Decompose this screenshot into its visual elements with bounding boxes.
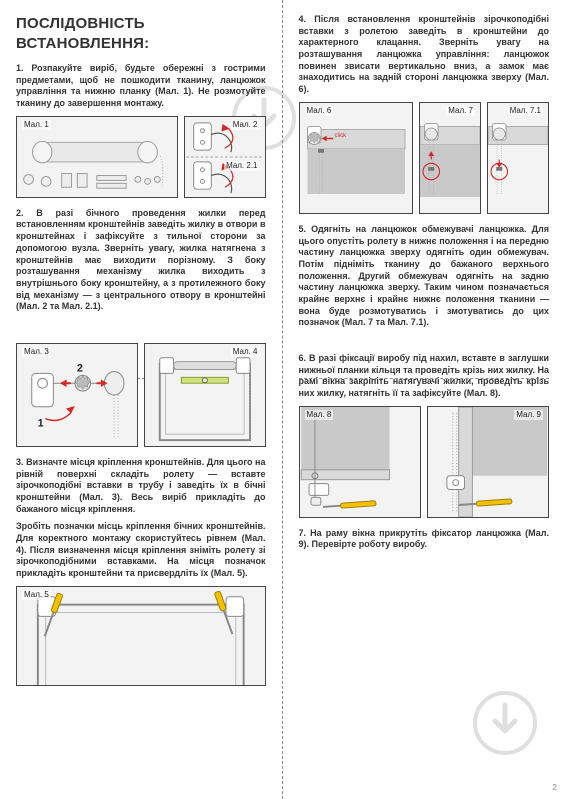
fig-row-1: Мал. 1 bbox=[16, 116, 266, 198]
figure-7-1: Мал. 7.1 bbox=[487, 102, 549, 214]
fig-label: Мал. 2.1 bbox=[224, 161, 259, 171]
figure-3: Мал. 3 2 1 bbox=[16, 343, 138, 447]
figure-9: Мал. 9 bbox=[427, 406, 549, 518]
step-1-text: 1. Розпакуйте виріб, будьте обережні з г… bbox=[16, 63, 266, 110]
figure-1: Мал. 1 bbox=[16, 116, 178, 198]
left-column: ПОСЛІДОВНІСТЬ ВСТАНОВЛЕННЯ: 1. Розпакуйт… bbox=[0, 0, 283, 799]
divider bbox=[299, 378, 550, 379]
click-label: click bbox=[334, 133, 347, 139]
figure-5: Мал. 5 bbox=[16, 586, 266, 686]
fig-label: Мал. 6 bbox=[305, 106, 334, 116]
page-number: 2 bbox=[553, 783, 557, 793]
step-7-text: 7. На раму вікна прикрутіть фіксатор лан… bbox=[299, 528, 550, 551]
step-3-text: 3. Визначте місця кріплення кронштейнів.… bbox=[16, 457, 266, 515]
page: ПОСЛІДОВНІСТЬ ВСТАНОВЛЕННЯ: 1. Розпакуйт… bbox=[0, 0, 565, 799]
step-3b-text: Зробіть позначки місць кріплення бічних … bbox=[16, 521, 266, 579]
fig-row-3: Мал. 5 bbox=[16, 586, 266, 686]
svg-text:2: 2 bbox=[77, 362, 83, 374]
fig-row-2: Мал. 3 2 1 bbox=[16, 343, 266, 447]
figure-8: Мал. 8 bbox=[299, 406, 421, 518]
step-4-text: 4. Після встановлення кронштейнів зірочк… bbox=[299, 14, 550, 96]
figure-2: Мал. 2 Мал. 2.1 bbox=[184, 116, 266, 198]
svg-text:1: 1 bbox=[38, 417, 44, 429]
fig-label: Мал. 7 bbox=[446, 106, 475, 116]
step-6-text: 6. В разі фіксації виробу під нахил, вст… bbox=[299, 353, 550, 400]
figure-4: Мал. 4 bbox=[144, 343, 266, 447]
right-column: 4. Після встановлення кронштейнів зірочк… bbox=[283, 0, 565, 799]
figure-7: Мал. 7 bbox=[419, 102, 481, 214]
fig-label: Мал. 3 bbox=[22, 347, 51, 357]
page-title: ПОСЛІДОВНІСТЬ ВСТАНОВЛЕННЯ: bbox=[16, 14, 266, 53]
fig-label: Мал. 5 bbox=[22, 590, 51, 600]
step-5-text: 5. Одягніть на ланцюжок обмежувачі ланцю… bbox=[299, 224, 550, 329]
fig-label: Мал. 8 bbox=[305, 410, 334, 420]
fig-row-4: Мал. 6 click Мал. 7 bbox=[299, 102, 550, 214]
fig-label: Мал. 7.1 bbox=[508, 106, 543, 116]
figure-6: Мал. 6 click bbox=[299, 102, 414, 214]
fig-label: Мал. 2 bbox=[231, 120, 260, 130]
fig-label: Мал. 4 bbox=[231, 347, 260, 357]
fig-label: Мал. 9 bbox=[514, 410, 543, 420]
fig-row-5: Мал. 8 Мал. 9 bbox=[299, 406, 550, 518]
step-2-text: 2. В разі бічного проведення жилки перед… bbox=[16, 208, 266, 313]
fig-label: Мал. 1 bbox=[22, 120, 51, 130]
